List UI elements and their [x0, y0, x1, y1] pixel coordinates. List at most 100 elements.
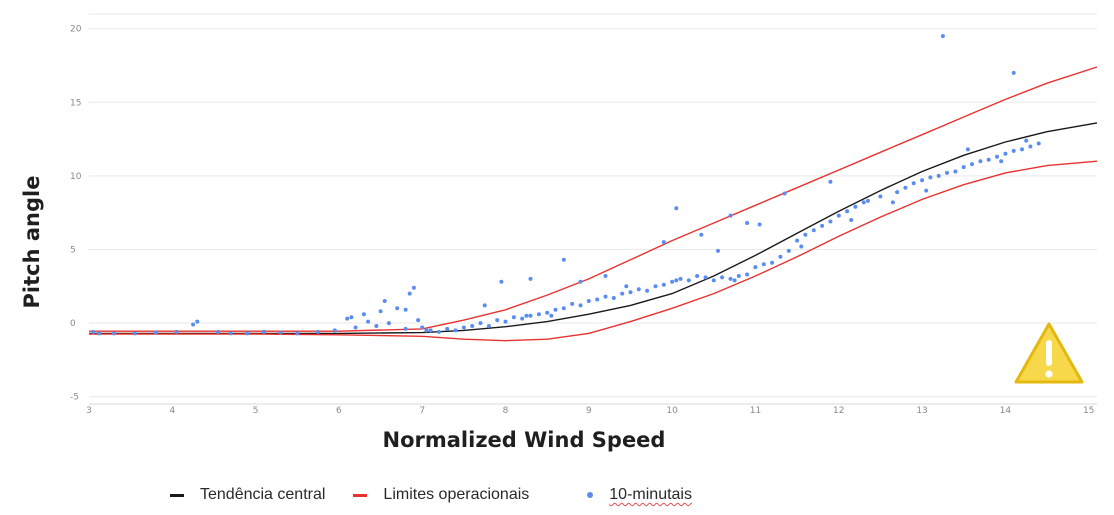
data-point	[670, 279, 675, 284]
data-point	[999, 159, 1004, 164]
data-point	[895, 190, 900, 195]
data-point	[661, 240, 666, 245]
x-tick-label: 13	[916, 406, 927, 416]
data-point	[278, 330, 283, 335]
data-point	[890, 200, 895, 205]
data-point	[786, 248, 791, 253]
data-point	[578, 303, 583, 308]
data-point	[836, 213, 841, 218]
legend-item-trend: Tendência central	[170, 486, 325, 504]
data-point	[861, 200, 866, 205]
data-point	[920, 178, 925, 183]
data-point	[778, 254, 783, 259]
data-point	[636, 287, 641, 292]
data-point	[828, 219, 833, 224]
data-point	[382, 299, 387, 303]
data-point	[711, 278, 716, 283]
data-point	[578, 279, 583, 284]
data-point	[757, 222, 762, 227]
x-tick-label: 8	[503, 406, 509, 416]
data-point	[828, 179, 833, 184]
data-point	[428, 328, 433, 333]
data-point	[799, 244, 804, 249]
data-point	[228, 331, 233, 336]
limit-line	[89, 160, 1098, 342]
data-point	[811, 228, 816, 233]
data-point	[965, 147, 970, 152]
data-point	[782, 191, 787, 196]
y-tick-label: 20	[70, 25, 82, 35]
data-point	[132, 331, 137, 336]
data-point	[716, 248, 720, 253]
data-point	[903, 185, 908, 190]
data-point	[611, 296, 616, 300]
data-point	[695, 274, 700, 278]
data-point	[728, 213, 733, 218]
x-tick-label: 10	[666, 406, 678, 416]
y-tick-label: -5	[70, 393, 79, 403]
data-point	[403, 326, 408, 331]
data-point	[728, 276, 733, 281]
data-point	[332, 328, 337, 333]
data-point	[112, 331, 116, 336]
data-point	[411, 285, 416, 290]
data-point	[503, 319, 508, 324]
x-tick-label: 15	[1083, 406, 1094, 416]
data-point	[436, 329, 441, 334]
data-point	[445, 326, 450, 331]
data-point	[753, 265, 758, 270]
data-point	[395, 306, 400, 311]
data-point	[1003, 151, 1008, 156]
data-point	[653, 284, 658, 289]
limit-line	[89, 66, 1098, 332]
data-point	[699, 232, 704, 237]
legend-swatch-limits	[353, 493, 368, 497]
data-point	[91, 329, 96, 334]
data-point	[316, 329, 321, 334]
data-point	[528, 276, 533, 281]
data-point	[553, 307, 558, 312]
data-point	[453, 328, 458, 333]
data-point	[928, 175, 933, 180]
legend-item-points: 10-minutais	[557, 486, 692, 504]
data-point	[470, 324, 475, 328]
x-tick-label: 6	[336, 406, 342, 416]
data-point	[486, 324, 491, 328]
legend-item-limits: Limites operacionais	[353, 486, 529, 504]
x-tick-label: 9	[586, 406, 592, 416]
data-point	[678, 276, 683, 281]
data-point	[174, 329, 179, 334]
data-point	[570, 301, 575, 306]
x-tick-label: 4	[169, 406, 175, 416]
data-point	[736, 274, 741, 278]
data-point	[1028, 144, 1033, 149]
warning-icon	[1014, 322, 1084, 384]
series-layer	[89, 34, 1098, 342]
data-point	[720, 275, 725, 280]
data-point	[416, 318, 421, 323]
data-point	[561, 257, 566, 262]
data-point	[624, 284, 629, 289]
data-point	[978, 159, 983, 164]
data-point	[620, 291, 625, 296]
x-axis-title: Normalized Wind Speed	[383, 428, 666, 452]
grid-lines	[89, 13, 1097, 405]
data-point	[924, 188, 929, 193]
data-point	[686, 278, 691, 283]
data-point	[1011, 148, 1016, 153]
data-point	[1036, 141, 1041, 146]
data-point	[524, 313, 529, 318]
data-point	[603, 294, 608, 299]
data-point	[911, 181, 916, 186]
trend-line	[89, 122, 1098, 335]
data-point	[936, 173, 941, 178]
data-point	[482, 303, 487, 308]
legend-swatch-trend	[170, 493, 184, 497]
data-point	[478, 321, 483, 326]
data-point	[645, 288, 650, 293]
data-point	[261, 329, 266, 334]
data-point	[195, 319, 200, 324]
y-tick-label: 5	[70, 245, 76, 255]
data-point	[245, 331, 250, 336]
data-point	[528, 313, 533, 318]
